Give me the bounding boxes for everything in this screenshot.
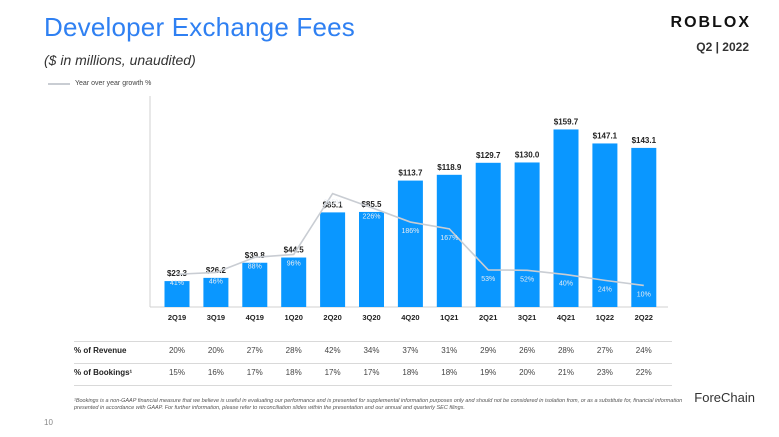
bar-value-label: $113.7 — [398, 169, 423, 178]
growth-label: 46% — [209, 278, 223, 285]
growth-label: 265% — [324, 200, 342, 207]
table-cell: 24% — [635, 346, 652, 355]
page-number: 10 — [44, 418, 53, 427]
bar-value-label: $39.8 — [245, 251, 266, 260]
table-cell: 22% — [635, 368, 652, 377]
watermark: ForeChain — [694, 390, 755, 405]
table-row-separator — [74, 341, 672, 342]
table-cell: 29% — [480, 346, 497, 355]
legend-line-swatch — [48, 82, 70, 85]
table-cell: 34% — [363, 346, 380, 355]
footnote: ¹Bookings is a non-GAAP financial measur… — [74, 398, 683, 411]
table-cell: 17% — [324, 368, 341, 377]
growth-label: 24% — [598, 286, 612, 293]
table-cell: 26% — [519, 346, 536, 355]
growth-label: 53% — [481, 276, 495, 283]
bar-2Q20 — [320, 212, 346, 307]
table-cell: 18% — [441, 368, 458, 377]
growth-line — [176, 192, 644, 287]
legend-line-label: Year over year growth % — [75, 80, 152, 87]
table-cell: 27% — [596, 346, 613, 355]
bar-value-label: $85.1 — [323, 200, 344, 209]
x-tick-label: 1Q21 — [440, 313, 458, 322]
bar-3Q21 — [514, 162, 540, 307]
page-title: Developer Exchange Fees — [44, 12, 356, 42]
growth-label: 167% — [440, 235, 458, 242]
growth-label: 186% — [401, 228, 419, 235]
growth-label: 226% — [363, 214, 381, 221]
x-tick-label: 1Q22 — [596, 313, 614, 322]
bar-value-label: $130.0 — [515, 150, 540, 159]
growth-label: 10% — [637, 291, 651, 298]
x-tick-label: 2Q20 — [323, 313, 341, 322]
table-cell: 17% — [363, 368, 380, 377]
table-cell: 28% — [557, 346, 574, 355]
table-cell: 21% — [557, 368, 574, 377]
period-label: Q2 | 2022 — [696, 40, 749, 54]
x-tick-label: 1Q20 — [285, 313, 303, 322]
table-cell: 42% — [324, 346, 341, 355]
table-cell: 31% — [441, 346, 458, 355]
table-cell: 19% — [480, 368, 497, 377]
bar-value-label: $159.7 — [554, 117, 579, 126]
bar-value-label: $44.5 — [284, 246, 305, 255]
bar-3Q19 — [203, 277, 229, 307]
page-subtitle: ($ in millions, unaudited) — [44, 52, 196, 68]
bar-2Q19 — [164, 281, 190, 307]
x-tick-label: 3Q21 — [518, 313, 536, 322]
bar-2Q21 — [475, 162, 501, 307]
x-tick-label: 4Q20 — [401, 313, 419, 322]
chart-legend: Year over year growth % — [48, 80, 151, 87]
x-tick-label: 3Q20 — [362, 313, 380, 322]
table-cell: 16% — [207, 368, 224, 377]
table-cell: 27% — [246, 346, 263, 355]
table-cell: 20% — [207, 346, 224, 355]
table-cell: 37% — [402, 346, 419, 355]
growth-label: 41% — [170, 280, 184, 287]
roblox-logo: ROBLOX — [670, 14, 751, 31]
x-tick-label: 2Q19 — [168, 313, 186, 322]
table-cell: 15% — [168, 368, 185, 377]
table-cell: 28% — [285, 346, 302, 355]
x-tick-label: 3Q19 — [207, 313, 225, 322]
bar-value-label: $129.7 — [476, 151, 501, 160]
bar-1Q20 — [281, 257, 307, 307]
growth-label: 96% — [287, 260, 301, 267]
bar-4Q21 — [553, 129, 579, 307]
x-tick-label: 2Q21 — [479, 313, 497, 322]
x-tick-label: 2Q22 — [635, 313, 653, 322]
bar-3Q20 — [359, 211, 384, 307]
x-tick-label: 4Q21 — [557, 313, 575, 322]
table-row-label: % of Bookings¹ — [74, 368, 133, 377]
bar-value-label: $26.2 — [206, 266, 227, 275]
growth-label: 52% — [520, 276, 534, 283]
table-cell: 20% — [168, 346, 185, 355]
bar-1Q22 — [592, 143, 618, 307]
growth-label: 40% — [559, 281, 573, 288]
bar-4Q19 — [242, 262, 268, 307]
table-row-separator — [74, 385, 672, 386]
bar-value-label: $143.1 — [632, 136, 657, 145]
table-cell: 18% — [285, 368, 302, 377]
x-tick-label: 4Q19 — [246, 313, 264, 322]
table-row-label: % of Revenue — [74, 346, 127, 355]
table-row-separator — [74, 363, 672, 364]
bar-1Q21 — [436, 174, 462, 307]
table-cell: 23% — [596, 368, 613, 377]
table-cell: 20% — [519, 368, 536, 377]
bar-2Q22 — [631, 147, 657, 307]
bar-value-label: $85.5 — [361, 200, 382, 209]
bar-value-label: $147.1 — [593, 131, 618, 140]
bar-value-label: $118.9 — [437, 163, 462, 172]
growth-label: 88% — [248, 263, 262, 270]
table-cell: 17% — [246, 368, 263, 377]
bar-4Q20 — [397, 180, 423, 307]
table-cell: 18% — [402, 368, 419, 377]
